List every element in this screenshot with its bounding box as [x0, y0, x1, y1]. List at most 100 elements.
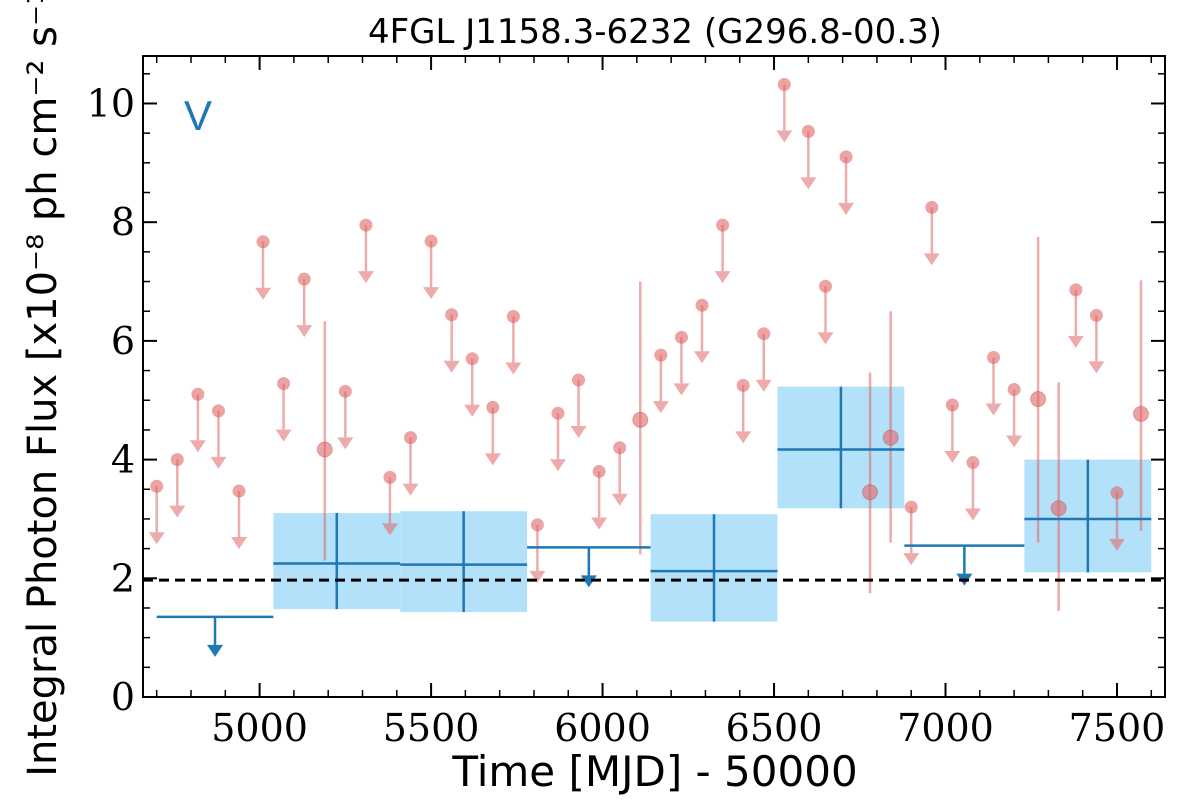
- fine-upper-limit-arrow-head: [652, 401, 669, 414]
- variability-flag: V: [184, 92, 212, 139]
- y-tick-label: 10: [87, 81, 135, 125]
- fine-upper-limit-arrow-head: [714, 271, 731, 284]
- fine-upper-limit-arrow-head: [611, 493, 628, 506]
- fine-upper-limit-arrow-head: [591, 517, 608, 530]
- fine-upper-limit-arrow-head: [1067, 335, 1084, 348]
- fine-upper-limit-point: [925, 200, 939, 214]
- fine-detection-point: [882, 429, 899, 446]
- fine-upper-limit-arrow-head: [838, 202, 855, 215]
- fine-upper-limit-arrow-head: [755, 379, 772, 392]
- fine-upper-limit-point: [465, 352, 479, 366]
- fine-upper-limit-point: [1007, 383, 1021, 397]
- fine-upper-limit-arrow-head: [484, 453, 501, 466]
- fine-upper-limit-arrow-head: [210, 456, 227, 469]
- fine-upper-limit-arrow-head: [776, 130, 793, 143]
- fine-upper-limit-arrow-head: [923, 253, 940, 266]
- fine-upper-limit-arrow-head: [296, 325, 313, 338]
- fine-detection-point: [316, 441, 333, 458]
- fine-upper-limit-point: [338, 384, 352, 398]
- x-axis-label: Time [MJD] - 50000: [451, 747, 857, 796]
- fine-upper-limit-point: [572, 373, 586, 387]
- fine-upper-limit-point: [592, 464, 606, 478]
- y-tick-label: 0: [111, 675, 135, 719]
- fine-upper-limit-point: [191, 387, 205, 401]
- fine-upper-limit-point: [904, 500, 918, 514]
- fine-upper-limit-arrow-head: [944, 450, 961, 463]
- x-tick-label: 5500: [383, 706, 480, 750]
- y-tick-label: 2: [111, 556, 135, 600]
- fine-upper-limit-arrow-head: [1006, 435, 1023, 448]
- fine-upper-limit-point: [486, 400, 500, 414]
- fine-upper-limit-arrow-head: [148, 532, 165, 545]
- fine-upper-limit-point: [839, 150, 853, 164]
- fine-upper-limit-arrow-head: [357, 271, 374, 284]
- fine-upper-limit-point: [424, 234, 438, 248]
- fine-upper-limit-point: [695, 298, 709, 312]
- fine-bin-series: [148, 77, 1149, 611]
- x-tick-label: 5000: [211, 706, 308, 750]
- fine-upper-limit-point: [966, 456, 980, 470]
- fine-upper-limit-arrow-head: [337, 437, 354, 450]
- fine-upper-limit-arrow-head: [275, 429, 292, 442]
- fine-upper-limit-point: [613, 441, 627, 455]
- fine-upper-limit-point: [150, 479, 164, 493]
- axes: 5000 5500 6000 6500 7000 7500 0 2 4 6 8 10: [87, 55, 1166, 750]
- plot-frame: [142, 55, 1166, 698]
- fine-upper-limit-point: [530, 518, 544, 532]
- fine-upper-limit-point: [359, 218, 373, 232]
- fine-upper-limit-point: [945, 398, 959, 412]
- fine-upper-limit-arrow-head: [231, 537, 248, 550]
- x-tick-label: 6000: [554, 706, 651, 750]
- fine-upper-limit-arrow-head: [255, 287, 272, 300]
- y-tick-label: 4: [111, 438, 135, 482]
- fine-upper-limit-arrow-head: [1108, 538, 1125, 551]
- fine-upper-limit-arrow-head: [817, 332, 834, 345]
- coarse-bin-series: [156, 386, 1152, 657]
- fine-upper-limit-point: [801, 124, 815, 138]
- fine-upper-limit-point: [757, 327, 771, 341]
- fine-detection-point: [1132, 405, 1149, 422]
- x-tick-label: 7500: [1069, 706, 1166, 750]
- fine-upper-limit-point: [736, 378, 750, 392]
- fine-upper-limit-point: [818, 279, 832, 293]
- fine-upper-limit-arrow-head: [1088, 361, 1105, 374]
- x-tick-label: 6500: [726, 706, 823, 750]
- fine-upper-limit-point: [232, 484, 246, 498]
- y-tick-label: 8: [111, 200, 135, 244]
- fine-upper-limit-point: [445, 308, 459, 322]
- fine-upper-limit-arrow-head: [570, 426, 587, 439]
- fine-upper-limit-arrow-head: [964, 508, 981, 521]
- chart-title: 4FGL J1158.3-6232 (G296.8-00.3): [368, 12, 942, 52]
- fine-upper-limit-point: [1110, 486, 1124, 500]
- fine-upper-limit-point: [506, 310, 520, 324]
- fine-upper-limit-point: [777, 77, 791, 91]
- fine-upper-limit-point: [404, 431, 418, 445]
- fine-upper-limit-arrow-head: [549, 459, 566, 472]
- fine-upper-limit-point: [383, 470, 397, 484]
- fine-upper-limit-arrow-head: [985, 403, 1002, 416]
- fine-detection-point: [1030, 391, 1047, 408]
- fine-upper-limit-arrow-head: [673, 383, 690, 396]
- fine-upper-limit-point: [987, 351, 1001, 365]
- y-axis-label: Integral Photon Flux [x10⁻⁸ ph cm⁻² s⁻¹]: [20, 0, 66, 777]
- fine-upper-limit-point: [716, 218, 730, 232]
- fine-upper-limit-arrow-head: [402, 483, 419, 496]
- coarse-upper-limit-arrow-head: [207, 644, 224, 657]
- fine-upper-limit-point: [1089, 308, 1103, 322]
- fine-upper-limit-point: [277, 377, 291, 391]
- coarse-upper-limit-arrow-head: [580, 575, 597, 588]
- fine-upper-limit-arrow-head: [505, 362, 522, 375]
- fine-upper-limit-point: [551, 406, 565, 420]
- fine-upper-limit-arrow-head: [423, 287, 440, 300]
- fine-detection-point: [1050, 500, 1067, 517]
- fine-upper-limit-arrow-head: [381, 523, 398, 536]
- fine-upper-limit-point: [1069, 283, 1083, 297]
- fine-upper-limit-arrow-head: [169, 505, 186, 518]
- x-tick-label: 7000: [897, 706, 994, 750]
- fine-upper-limit-point: [211, 404, 225, 418]
- fine-upper-limit-arrow-head: [903, 553, 920, 566]
- fine-upper-limit-point: [170, 453, 184, 467]
- fine-upper-limit-point: [654, 348, 668, 362]
